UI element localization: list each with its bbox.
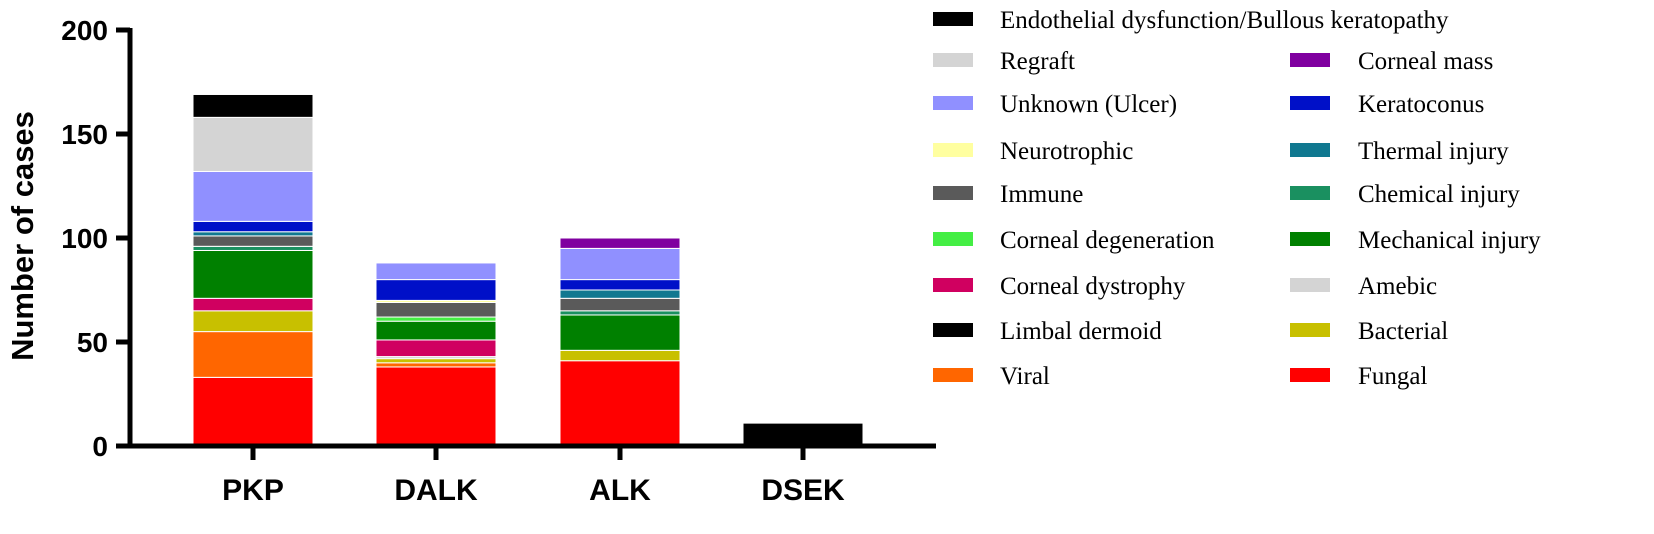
legend-label-viral: Viral (1000, 363, 1050, 390)
legend-swatch-bacterial (1290, 323, 1330, 337)
legend-label-corneal-degeneration: Corneal degeneration (1000, 227, 1215, 254)
bar-alk-fungal (559, 360, 681, 447)
bar-dalk-corneal-degeneration (375, 316, 497, 322)
bar-alk-immune (559, 297, 681, 312)
legend-swatch-keratoconus (1290, 96, 1330, 110)
bar-alk-corneal-mass (559, 237, 681, 249)
bar-pkp-thermal-injury (192, 231, 314, 237)
x-tick-label-pkp: PKP (222, 474, 284, 507)
legend-label-corneal-dystrophy: Corneal dystrophy (1000, 273, 1186, 300)
bar-alk-mechanical-injury (559, 314, 681, 351)
bar-pkp-mechanical-injury (192, 249, 314, 299)
bar-alk-unknown-ulcer (559, 247, 681, 281)
x-tick-label-dsek: DSEK (761, 474, 845, 507)
y-tick-label-50: 50 (77, 327, 108, 358)
bar-pkp-corneal-dystrophy (192, 297, 314, 312)
legend-swatch-viral (933, 368, 973, 382)
legend-swatch-thermal-injury (1290, 143, 1330, 157)
bar-alk-chemical-injury (559, 310, 681, 316)
bar-dalk-corneal-dystrophy (375, 339, 497, 358)
bar-pkp-fungal (192, 376, 314, 447)
bars-group (192, 93, 864, 447)
y-tick-label-150: 150 (61, 119, 108, 150)
legend-label-endothelial-dysfunction-bullous-keratopathy: Endothelial dysfunction/Bullous keratopa… (1000, 7, 1449, 34)
y-tick-label-100: 100 (61, 223, 108, 254)
bar-pkp-chemical-injury (192, 245, 314, 251)
legend-swatch-regraft (933, 53, 973, 67)
bar-dalk-viral (375, 362, 497, 368)
bar-pkp-keratoconus (192, 220, 314, 233)
legend-label-bacterial: Bacterial (1358, 318, 1448, 345)
legend-swatch-corneal-degeneration (933, 232, 973, 246)
legend-swatch-mechanical-injury (1290, 232, 1330, 246)
bar-pkp-bacterial (192, 310, 314, 333)
bar-alk-thermal-injury (559, 289, 681, 299)
y-tick-label-200: 200 (61, 15, 108, 46)
y-tick-label-0: 0 (92, 431, 108, 462)
legend: Endothelial dysfunction/Bullous keratopa… (933, 7, 1541, 390)
legend-label-corneal-mass: Corneal mass (1358, 48, 1493, 75)
legend-swatch-unknown-ulcer (933, 96, 973, 110)
legend-swatch-fungal (1290, 368, 1330, 382)
legend-swatch-chemical-injury (1290, 186, 1330, 200)
x-tick-label-dalk: DALK (394, 474, 478, 507)
legend-label-limbal-dermoid: Limbal dermoid (1000, 318, 1162, 345)
bar-alk-keratoconus (559, 279, 681, 291)
legend-swatch-corneal-dystrophy (933, 278, 973, 292)
legend-label-amebic: Amebic (1358, 273, 1437, 300)
legend-label-regraft: Regraft (1000, 48, 1075, 75)
legend-label-keratoconus: Keratoconus (1358, 91, 1484, 118)
legend-swatch-neurotrophic (933, 143, 973, 157)
legend-label-immune: Immune (1000, 181, 1083, 208)
legend-label-unknown-ulcer: Unknown (Ulcer) (1000, 91, 1177, 118)
legend-label-neurotrophic: Neurotrophic (1000, 138, 1133, 165)
bar-pkp-unknown-ulcer (192, 170, 314, 222)
bar-dalk-mechanical-injury (375, 320, 497, 341)
legend-swatch-immune (933, 186, 973, 200)
legend-label-fungal: Fungal (1358, 363, 1428, 390)
bar-pkp-immune (192, 235, 314, 247)
bar-pkp-regraft (192, 116, 314, 172)
bar-pkp-viral (192, 331, 314, 378)
bar-dsek-endothelial-dysfunction-bullous-keratopathy (742, 422, 864, 447)
legend-label-thermal-injury: Thermal injury (1358, 138, 1509, 165)
legend-label-mechanical-injury: Mechanical injury (1358, 227, 1541, 254)
axes-group: 0 50 100 150 200 PKP DALK ALK DSEK (61, 15, 936, 507)
legend-swatch-endothelial-dysfunction-bullous-keratopathy (933, 12, 973, 26)
bar-dalk-unknown-ulcer (375, 262, 497, 281)
bar-alk-bacterial (559, 349, 681, 362)
x-tick-label-alk: ALK (589, 474, 651, 507)
y-axis-label: Number of cases (5, 111, 40, 361)
legend-swatch-corneal-mass (1290, 53, 1330, 67)
bar-dalk-keratoconus (375, 279, 497, 301)
legend-label-chemical-injury: Chemical injury (1358, 181, 1520, 208)
legend-swatch-limbal-dermoid (933, 323, 973, 337)
bar-dalk-fungal (375, 366, 497, 447)
legend-swatch-amebic (1290, 278, 1330, 292)
bar-dalk-immune (375, 301, 497, 318)
bar-dalk-bacterial (375, 358, 497, 364)
bar-pkp-endothelial-dysfunction-bullous-keratopathy (192, 93, 314, 118)
